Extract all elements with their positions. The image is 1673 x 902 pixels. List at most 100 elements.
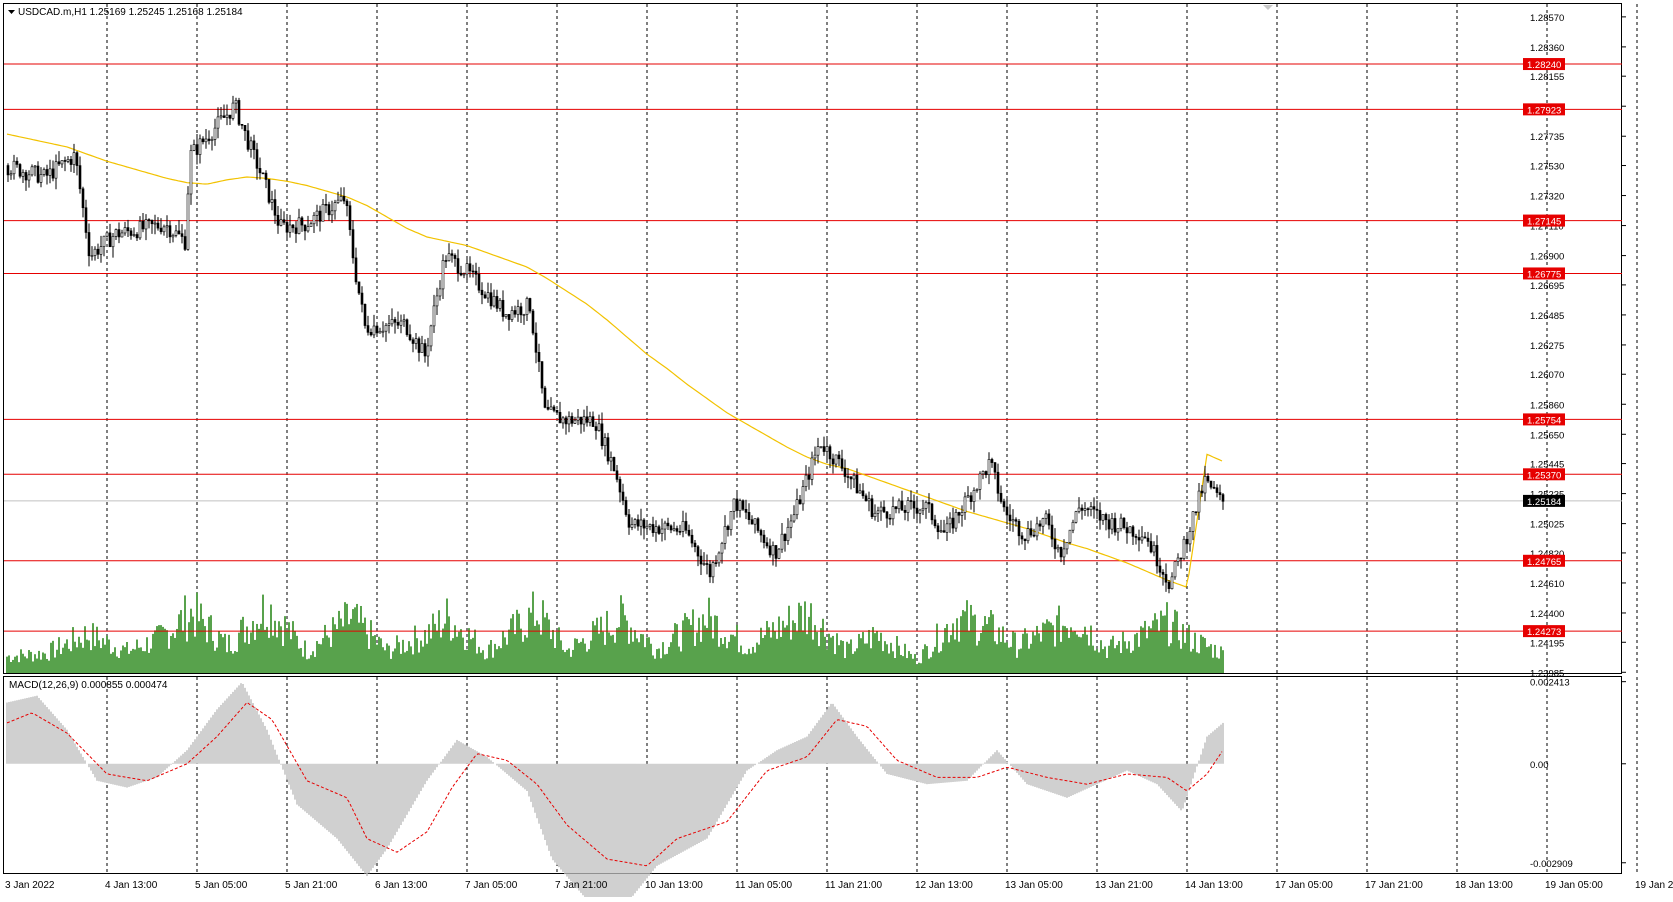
time-label: 19 Jan 21:00 — [1635, 880, 1673, 891]
candle-body — [510, 310, 514, 320]
candle-body — [279, 219, 283, 226]
time-label: 19 Jan 05:00 — [1545, 880, 1603, 891]
candle-body — [1173, 561, 1177, 578]
candle-body — [1194, 511, 1198, 514]
candle-body — [486, 292, 490, 299]
candle-body — [837, 454, 841, 460]
candle-body — [165, 225, 169, 228]
candle-body — [216, 116, 220, 129]
candle-body — [231, 102, 235, 119]
candle-body — [120, 232, 124, 238]
candle-body — [438, 288, 442, 297]
price-tick-label: 1.26070 — [1530, 370, 1564, 381]
candle-body — [237, 100, 241, 125]
candle-body — [1086, 508, 1090, 511]
level-tag-label: 1.27923 — [1527, 105, 1561, 116]
candle-body — [981, 471, 985, 475]
candle-body — [27, 174, 31, 181]
candle-body — [1146, 537, 1150, 542]
candle-body — [1038, 523, 1042, 527]
candle-body — [720, 542, 724, 554]
candle-body — [447, 253, 451, 261]
candle-body — [15, 160, 19, 165]
candle-body — [975, 488, 979, 491]
macd-tick-label: 0.002413 — [1530, 678, 1570, 689]
candle-body — [630, 524, 634, 528]
volume-bars — [6, 591, 1224, 673]
time-label: 11 Jan 05:00 — [735, 880, 793, 891]
candle-body — [219, 115, 223, 118]
candle-body — [372, 325, 376, 336]
candle-body — [471, 270, 475, 273]
macd-tick-label: -0.002909 — [1530, 859, 1573, 870]
candle-body — [909, 500, 913, 502]
level-tag-label: 1.24273 — [1527, 627, 1561, 638]
candle-body — [654, 526, 658, 533]
candle-body — [423, 343, 427, 357]
candle-body — [819, 446, 823, 448]
candle-body — [882, 506, 886, 513]
candle-body — [48, 168, 52, 176]
candle-body — [1164, 574, 1168, 583]
candle-body — [786, 526, 790, 541]
candle-body — [105, 232, 109, 237]
level-tag-label: 1.26775 — [1527, 269, 1561, 280]
candle-body — [1071, 521, 1075, 531]
level-tag — [1523, 103, 1565, 116]
candle-body — [996, 471, 1000, 494]
candle-body — [540, 361, 544, 389]
candle-body — [969, 495, 973, 502]
candle-body — [603, 437, 607, 447]
candle-body — [1131, 526, 1135, 537]
candle-body — [111, 236, 115, 248]
level-tag — [1523, 554, 1565, 567]
candle-body — [735, 498, 739, 511]
candle-body — [642, 519, 646, 529]
candle-body — [924, 502, 928, 509]
candle-body — [30, 166, 34, 176]
candle-body — [1149, 541, 1153, 553]
candle-body — [129, 230, 133, 236]
candle-body — [1035, 523, 1039, 537]
candle-body — [789, 520, 793, 528]
candle-body — [963, 496, 967, 513]
candlesticks — [6, 95, 1225, 594]
level-tag-label: 1.27145 — [1527, 217, 1561, 228]
candle-body — [123, 227, 127, 234]
candle-body — [951, 517, 955, 529]
candle-body — [459, 272, 463, 276]
candle-body — [141, 220, 145, 230]
candle-body — [1032, 534, 1036, 537]
chart-shift-marker-icon[interactable] — [1263, 5, 1273, 10]
level-tag — [1523, 468, 1565, 481]
candle-body — [1179, 557, 1183, 560]
time-label: 5 Jan 21:00 — [285, 880, 338, 891]
candle-body — [1197, 490, 1201, 513]
candle-body — [303, 224, 307, 232]
time-label: 12 Jan 13:00 — [915, 880, 973, 891]
candle-body — [477, 273, 481, 291]
time-label: 13 Jan 21:00 — [1095, 880, 1153, 891]
candle-body — [573, 419, 577, 424]
candle-body — [1092, 506, 1096, 510]
candle-body — [180, 233, 184, 237]
dropdown-triangle-icon[interactable] — [8, 10, 15, 14]
candle-body — [696, 546, 700, 557]
candle-body — [318, 210, 322, 222]
candle-body — [339, 195, 343, 201]
candle-body — [354, 257, 358, 283]
candle-body — [984, 471, 988, 476]
candle-body — [864, 495, 868, 502]
candle-body — [513, 310, 517, 315]
candle-body — [90, 255, 94, 257]
price-tick-label: 1.24400 — [1530, 609, 1564, 620]
candle-body — [516, 306, 520, 315]
price-tick-label: 1.26275 — [1530, 341, 1564, 352]
candle-body — [204, 138, 208, 143]
candle-body — [942, 530, 946, 533]
candle-body — [690, 534, 694, 544]
candle-body — [270, 199, 274, 203]
candle-body — [309, 223, 313, 227]
